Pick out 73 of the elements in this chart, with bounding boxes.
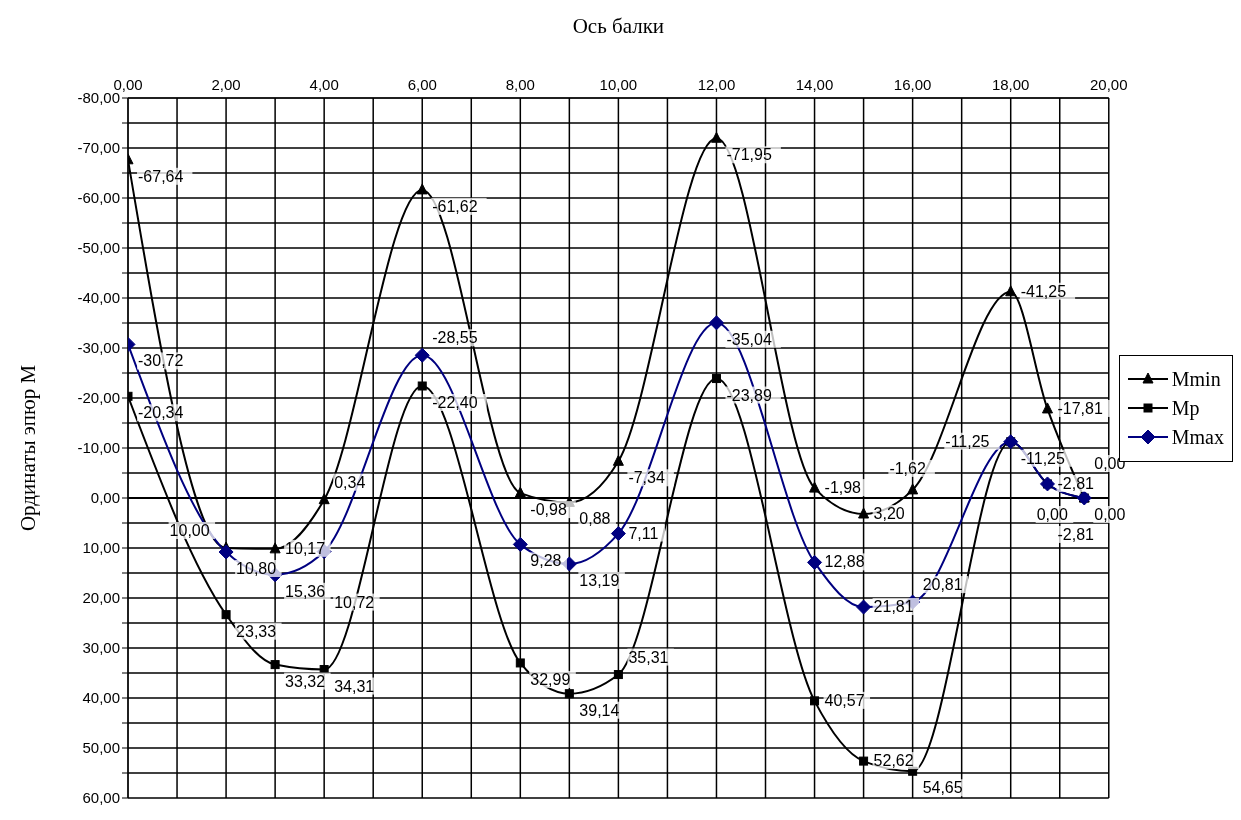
data-label: 3,20	[873, 505, 905, 522]
data-label: 0,00	[1094, 506, 1126, 523]
data-label: 20,81	[922, 576, 963, 594]
data-label: 34,31	[334, 677, 375, 695]
y-tick-label: 60,00	[82, 789, 120, 807]
y-tick-label: 20,00	[82, 589, 120, 607]
y-tick-label: 0,00	[90, 489, 120, 507]
data-label: 12,88	[824, 553, 865, 571]
data-label: -7,34	[628, 469, 665, 487]
data-label: 15,36	[285, 582, 326, 600]
data-label: -0,98	[530, 501, 567, 519]
data-label: -2,81	[1057, 525, 1095, 543]
data-label: 21,81	[873, 598, 914, 616]
data-label: 40,57	[824, 691, 865, 709]
y-axis-title: Ординаты эпюр М	[16, 364, 41, 532]
data-label: -67,64	[138, 167, 184, 185]
x-tick-label: 12,00	[697, 76, 736, 93]
x-tick-label: 8,00	[505, 76, 535, 93]
data-label: 7,11	[628, 524, 659, 542]
data-label: -61,62	[432, 197, 478, 215]
x-tick-label: 6,00	[407, 76, 437, 93]
data-label: 13,19	[579, 571, 620, 589]
data-label: -71,95	[726, 146, 772, 164]
x-tick-label: 10,00	[599, 76, 638, 93]
data-label: -28,55	[432, 329, 478, 347]
legend-label: Mp	[1171, 396, 1200, 420]
data-label: -2,81	[1057, 474, 1095, 492]
data-label: 32,99	[530, 670, 571, 688]
data-label: 52,62	[873, 752, 914, 770]
y-tick-label: 50,00	[82, 739, 120, 757]
legend-label: Mmin	[1171, 367, 1221, 391]
data-label: 54,65	[922, 779, 963, 797]
data-label: 23,33	[236, 622, 277, 640]
y-tick-label: -30,00	[77, 339, 120, 357]
data-label: -22,40	[432, 394, 478, 411]
y-tick-label: -10,00	[77, 439, 120, 457]
data-label: -11,25	[1020, 449, 1065, 467]
y-tick-label: 30,00	[82, 639, 120, 657]
y-tick-label: -40,00	[77, 289, 120, 307]
x-tick-label: 4,00	[309, 76, 339, 93]
data-label: -1,98	[824, 479, 862, 497]
data-label: -35,04	[726, 330, 772, 348]
x-tick-label: 2,00	[211, 76, 241, 93]
data-label: 10,17	[285, 539, 326, 557]
y-tick-label: -70,00	[77, 139, 120, 157]
x-axis-title: Ось балки	[572, 13, 665, 38]
data-label: 10,00	[169, 522, 210, 539]
x-tick-label: 18,00	[991, 76, 1030, 93]
data-label: 9,28	[530, 552, 562, 570]
y-tick-label: -60,00	[77, 189, 120, 207]
data-label: -11,25	[945, 432, 990, 450]
y-tick-label: 10,00	[82, 539, 120, 557]
data-label: 39,14	[579, 701, 620, 719]
data-label: -41,25	[1020, 282, 1067, 300]
legend-label: Mmax	[1171, 425, 1224, 449]
data-label: -30,72	[138, 352, 184, 370]
data-label: 33,32	[285, 672, 326, 690]
data-label: -1,62	[889, 459, 926, 477]
y-tick-label: -20,00	[77, 389, 120, 407]
data-label: -23,89	[726, 386, 772, 404]
data-label: 10,72	[334, 593, 375, 611]
data-label: 0,00	[1036, 506, 1068, 523]
data-label: 0,88	[579, 510, 611, 528]
data-label: 35,31	[628, 648, 669, 666]
y-tick-label: -50,00	[77, 239, 120, 257]
data-label: 10,80	[236, 560, 277, 577]
x-tick-label: 16,00	[893, 76, 932, 93]
data-label: -17,81	[1057, 399, 1103, 417]
x-tick-label: 14,00	[795, 76, 834, 93]
y-tick-label: 40,00	[82, 689, 120, 707]
data-label: -20,34	[138, 404, 184, 422]
x-tick-label: 20,00	[1090, 76, 1128, 93]
data-label: 0,34	[334, 473, 366, 491]
